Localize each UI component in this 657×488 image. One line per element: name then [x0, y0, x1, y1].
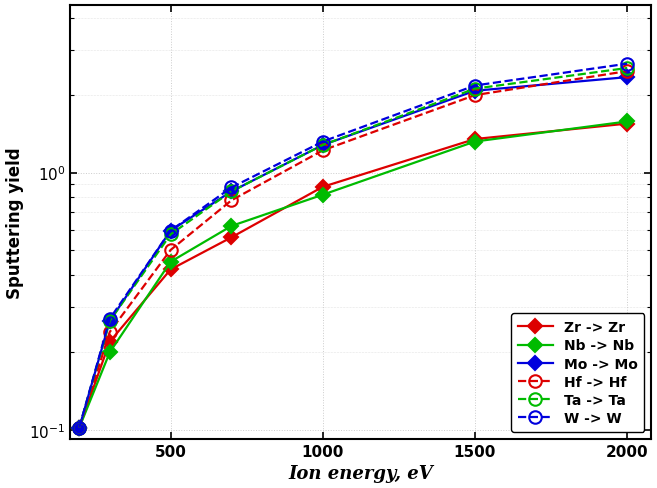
Ta -> Ta	[623, 66, 631, 72]
W -> W	[623, 61, 631, 67]
Line: Zr -> Zr: Zr -> Zr	[74, 120, 632, 432]
Mo -> Mo	[623, 75, 631, 81]
Line: W -> W: W -> W	[73, 59, 633, 434]
Line: Mo -> Mo: Mo -> Mo	[74, 73, 632, 432]
Ta -> Ta	[167, 232, 175, 238]
Ta -> Ta	[471, 86, 479, 92]
Hf -> Hf	[471, 93, 479, 99]
Zr -> Zr	[167, 267, 175, 273]
Hf -> Hf	[167, 247, 175, 253]
Mo -> Mo	[106, 318, 114, 324]
Zr -> Zr	[76, 425, 83, 430]
Zr -> Zr	[227, 235, 235, 241]
Nb -> Nb	[167, 259, 175, 265]
Ta -> Ta	[106, 318, 114, 324]
Mo -> Mo	[227, 189, 235, 195]
Mo -> Mo	[471, 89, 479, 95]
Zr -> Zr	[471, 137, 479, 142]
Hf -> Hf	[227, 198, 235, 204]
Hf -> Hf	[623, 69, 631, 75]
Mo -> Mo	[167, 228, 175, 234]
W -> W	[167, 228, 175, 234]
Line: Hf -> Hf: Hf -> Hf	[73, 66, 633, 434]
Y-axis label: Sputtering yield: Sputtering yield	[5, 147, 24, 298]
Legend: Zr -> Zr, Nb -> Nb, Mo -> Mo, Hf -> Hf, Ta -> Ta, W -> W: Zr -> Zr, Nb -> Nb, Mo -> Mo, Hf -> Hf, …	[511, 314, 645, 432]
Ta -> Ta	[227, 189, 235, 195]
Zr -> Zr	[319, 184, 327, 190]
Line: Nb -> Nb: Nb -> Nb	[74, 117, 632, 432]
W -> W	[76, 425, 83, 430]
Zr -> Zr	[106, 339, 114, 345]
X-axis label: Ion energy, eV: Ion energy, eV	[288, 465, 433, 483]
W -> W	[227, 185, 235, 191]
Mo -> Mo	[76, 425, 83, 430]
Hf -> Hf	[319, 148, 327, 154]
Mo -> Mo	[319, 143, 327, 149]
Nb -> Nb	[471, 139, 479, 145]
Hf -> Hf	[106, 329, 114, 335]
Zr -> Zr	[623, 122, 631, 127]
Nb -> Nb	[319, 192, 327, 198]
Hf -> Hf	[76, 425, 83, 430]
W -> W	[319, 139, 327, 145]
W -> W	[471, 83, 479, 89]
Nb -> Nb	[227, 224, 235, 229]
Nb -> Nb	[76, 425, 83, 430]
Nb -> Nb	[623, 119, 631, 125]
W -> W	[106, 316, 114, 322]
Ta -> Ta	[319, 143, 327, 149]
Line: Ta -> Ta: Ta -> Ta	[73, 62, 633, 434]
Nb -> Nb	[106, 349, 114, 355]
Ta -> Ta	[76, 425, 83, 430]
